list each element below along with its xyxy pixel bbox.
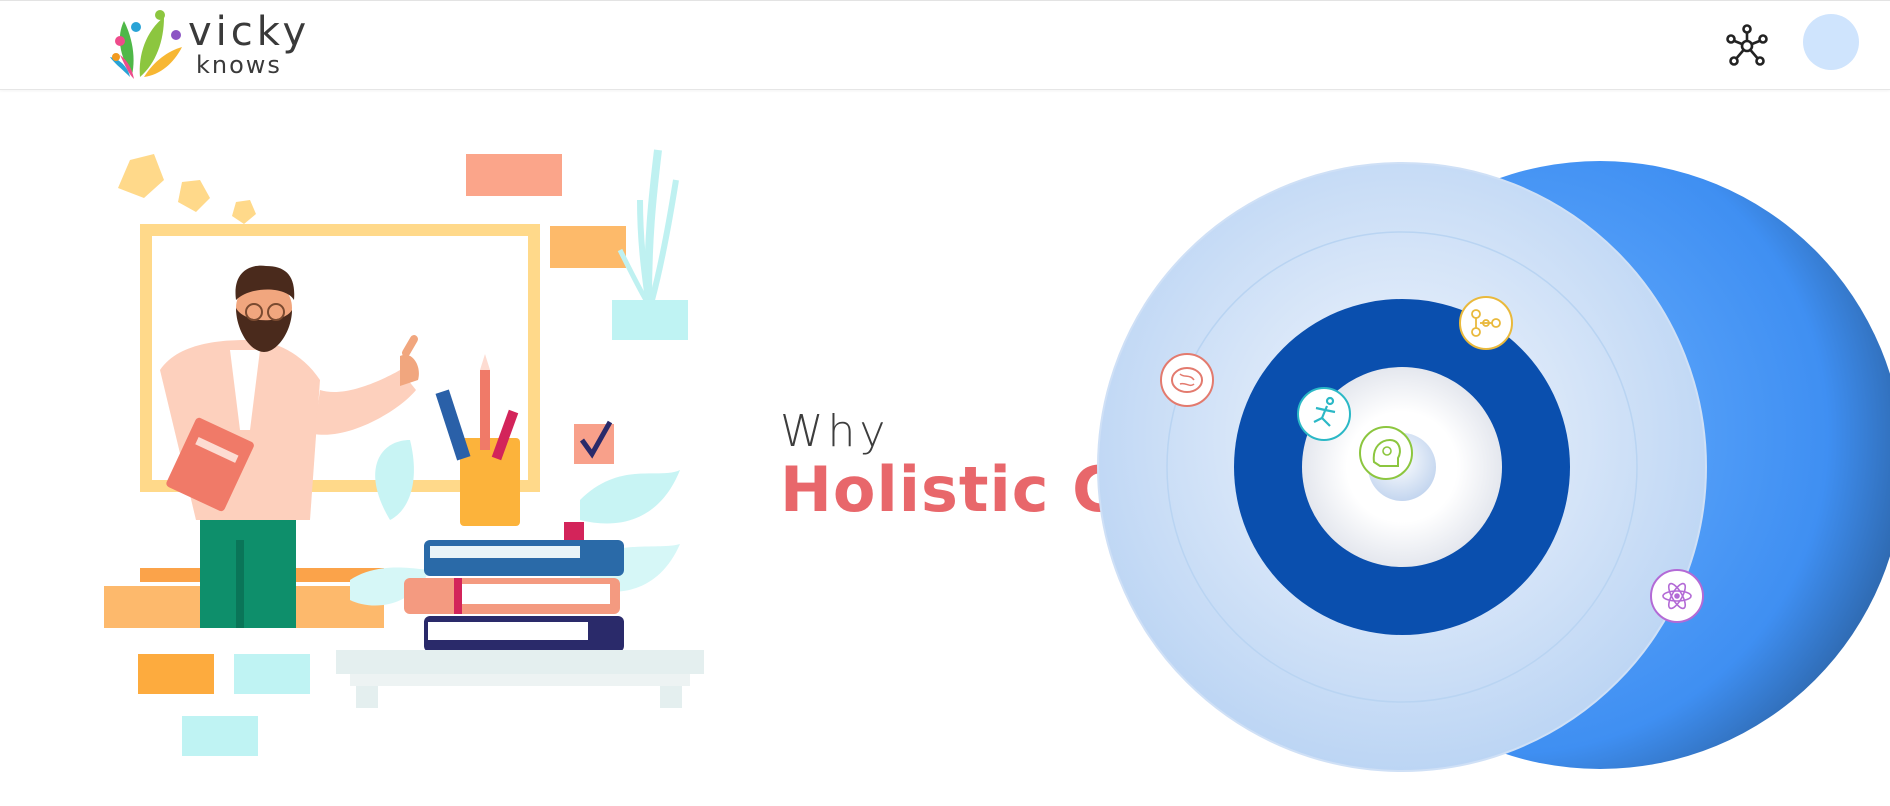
logo-text-knows: knows	[196, 51, 282, 79]
teacher-illustration	[104, 149, 704, 756]
mind-head-icon[interactable]	[1359, 426, 1413, 480]
network-icon[interactable]	[1724, 23, 1770, 69]
avatar[interactable]	[1803, 14, 1859, 70]
logo-text-vicky: vicky	[188, 9, 311, 55]
vicky-knows-logo[interactable]: vicky knows	[110, 7, 310, 83]
holistic-rings-graphic	[1097, 161, 1890, 772]
ring-middle	[1166, 231, 1638, 703]
hierarchy-icon[interactable]	[1459, 296, 1513, 350]
running-person-icon[interactable]	[1297, 387, 1351, 441]
heading-why: Why	[780, 406, 890, 457]
brain-icon[interactable]	[1160, 353, 1214, 407]
logo-leaf-icon	[110, 10, 182, 79]
atom-icon[interactable]	[1650, 569, 1704, 623]
top-header: vicky knows	[0, 0, 1890, 90]
